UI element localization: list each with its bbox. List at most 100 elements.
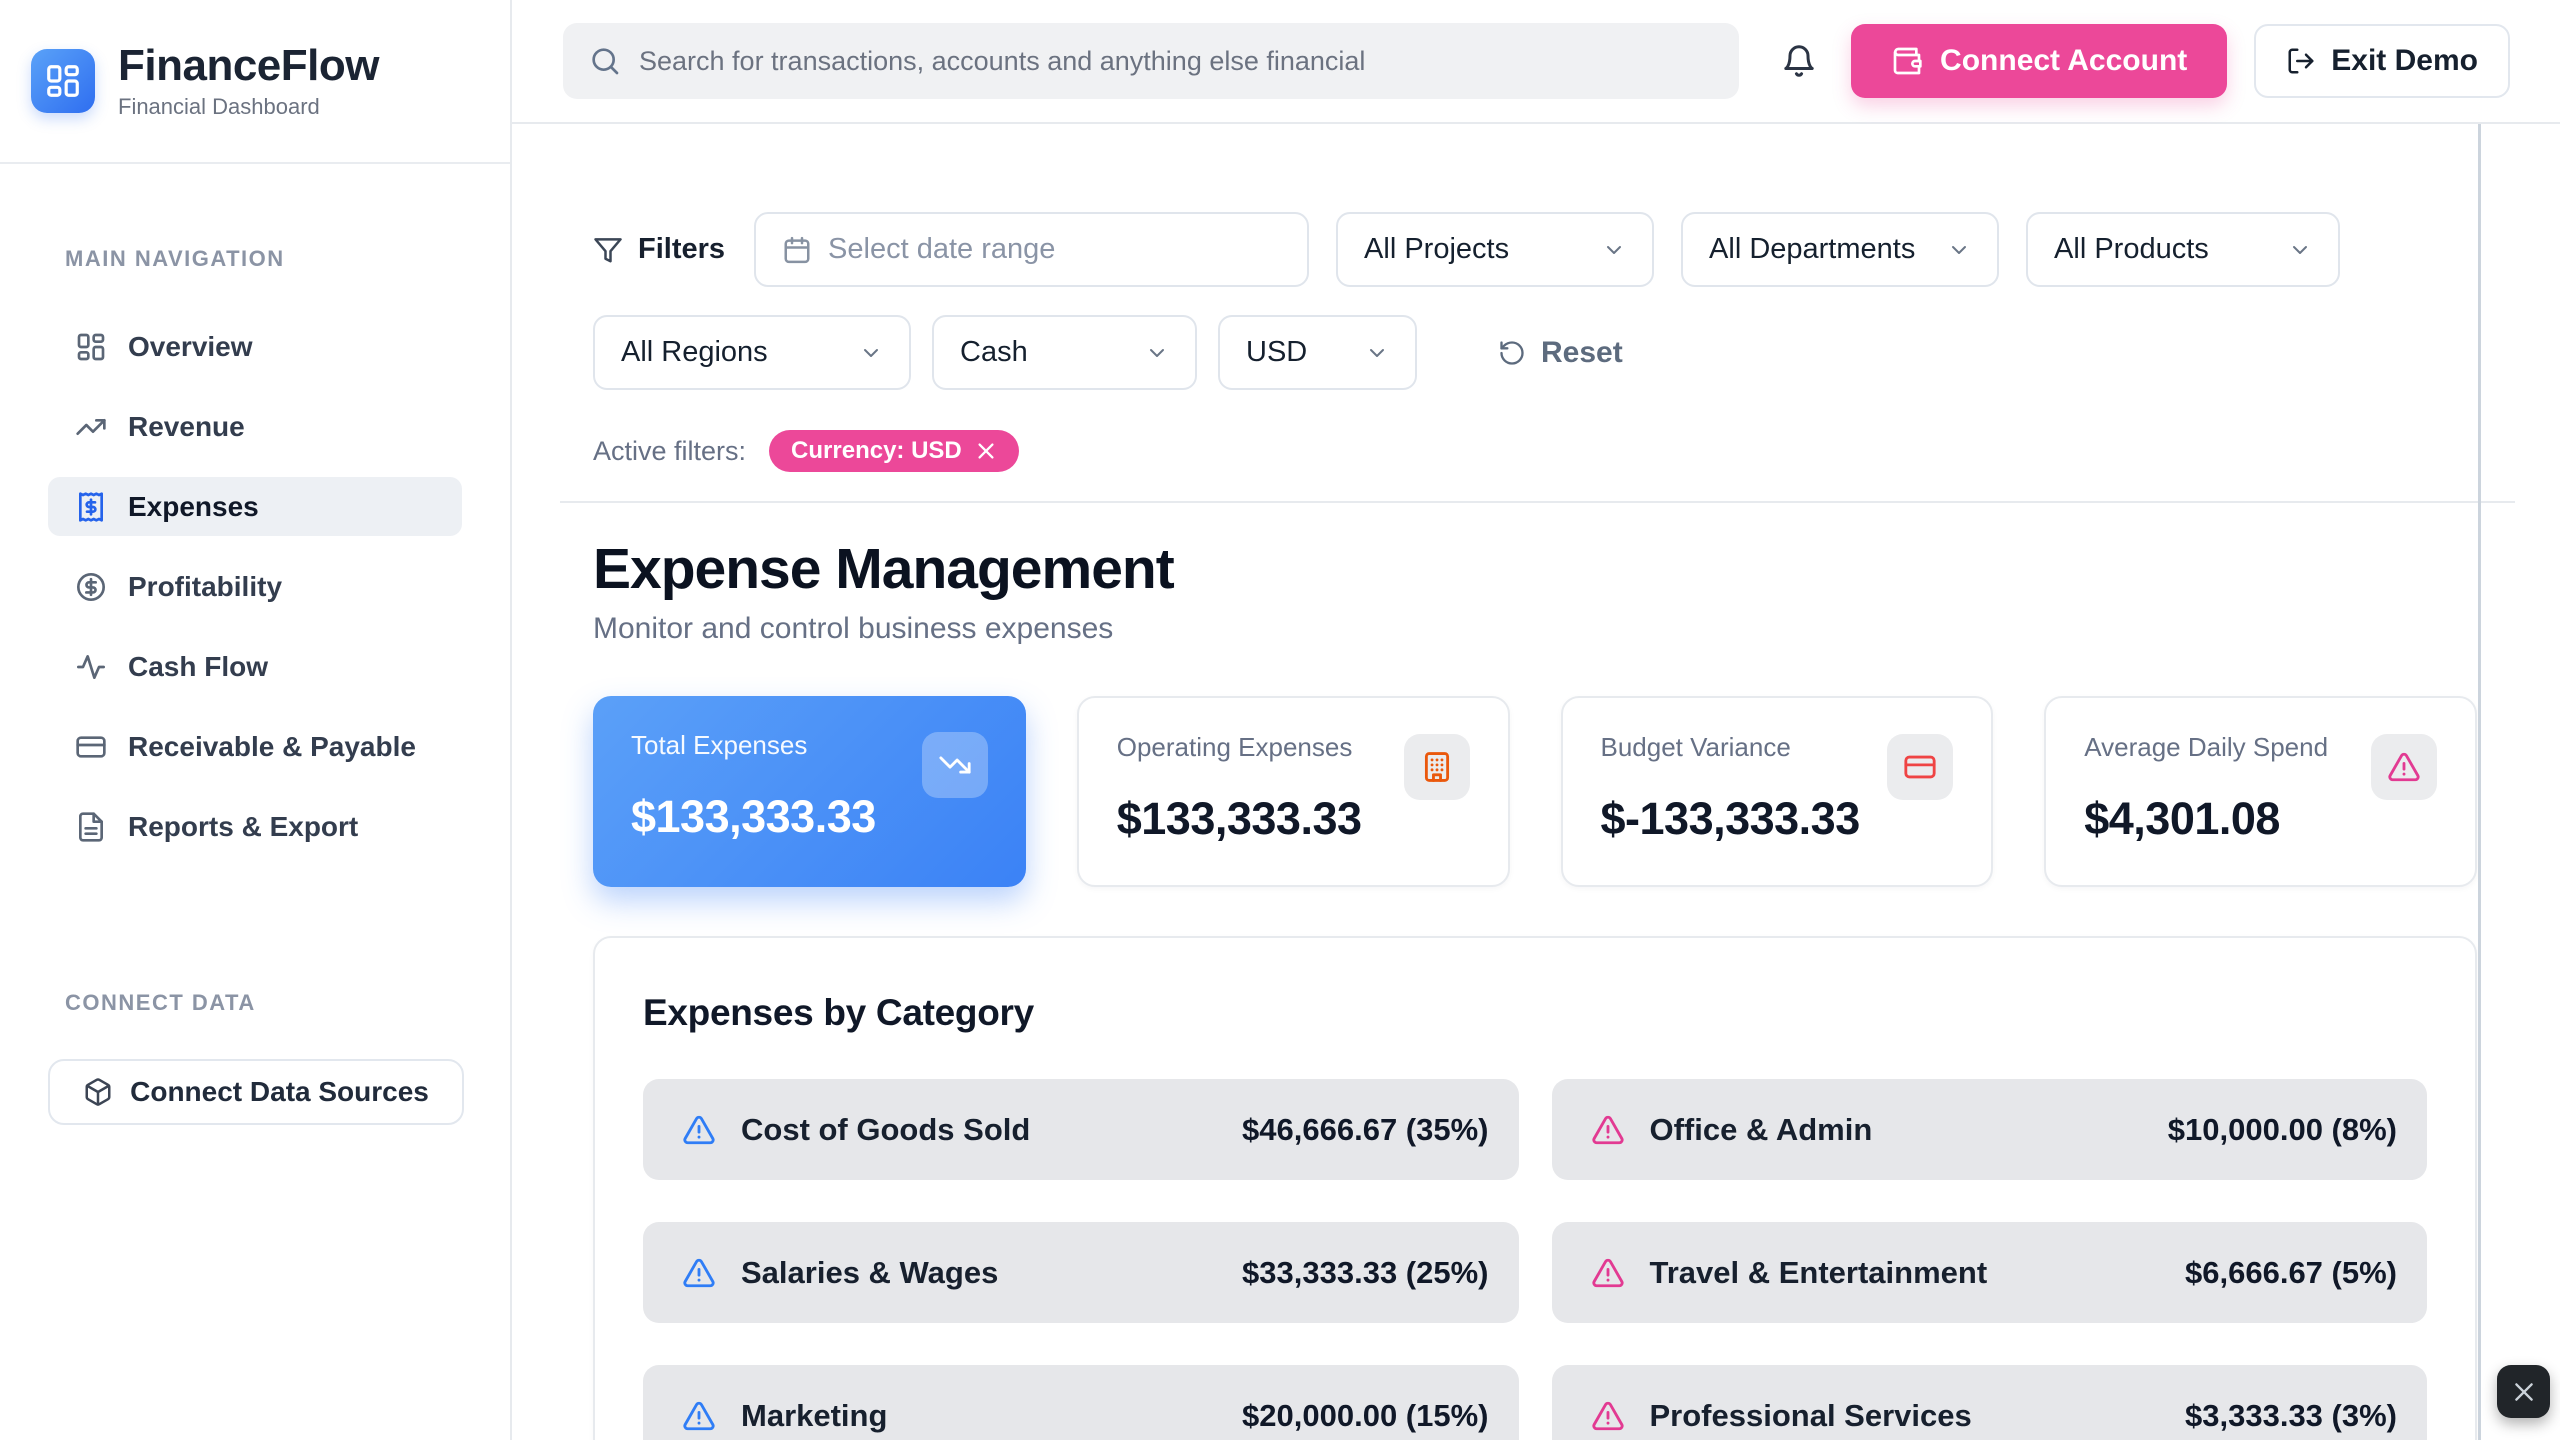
nav-section-label: MAIN NAVIGATION [65, 246, 285, 271]
category-row-salaries-wages: Salaries & Wages $33,333.33 (25%) [643, 1222, 1519, 1323]
alert-triangle-icon [2371, 734, 2437, 800]
sidebar-item-label: Revenue [128, 410, 245, 442]
stat-card-total-expenses[interactable]: Total Expenses $133,333.33 [593, 696, 1026, 887]
exit-demo-button[interactable]: Exit Demo [2254, 24, 2510, 98]
products-dropdown[interactable]: All Products [2026, 212, 2341, 287]
sidebar-item-revenue[interactable]: Revenue [48, 397, 462, 456]
date-range-input[interactable]: Select date range [754, 212, 1310, 287]
logout-icon [2286, 46, 2316, 76]
active-filters-row: Active filters: Currency: USD [593, 430, 2482, 472]
sidebar-item-label: Cash Flow [128, 650, 269, 682]
date-range-placeholder: Select date range [828, 233, 1056, 265]
alert-triangle-icon [682, 1113, 716, 1147]
departments-dropdown[interactable]: All Departments [1681, 212, 2000, 287]
sidebar-item-label: Expenses [128, 490, 259, 522]
sidebar-item-label: Reports & Export [128, 810, 359, 842]
chevron-down-icon [859, 341, 883, 365]
logo-block: FinanceFlow Financial Dashboard [0, 0, 510, 164]
category-row-travel-entertainment: Travel & Entertainment $6,666.67 (5%) [1551, 1222, 2427, 1323]
sidebar-item-overview[interactable]: Overview [48, 317, 462, 376]
filters-row-1: Filters Select date range All Projects A… [593, 212, 2482, 287]
rotate-ccw-icon [1498, 339, 1526, 367]
alert-triangle-icon [1591, 1399, 1625, 1433]
sidebar-item-label: Profitability [128, 570, 283, 602]
category-label: Travel & Entertainment [1649, 1254, 1988, 1290]
trending-up-icon [75, 411, 107, 443]
expenses-by-category-heading: Expenses by Category [643, 992, 1034, 1033]
connect-data-sources-button[interactable]: Connect Data Sources [48, 1059, 464, 1125]
chevron-down-icon [1947, 238, 1971, 262]
filters-heading: Filters [593, 233, 725, 266]
close-button[interactable] [2497, 1365, 2550, 1418]
products-value: All Products [2054, 233, 2209, 265]
reset-label: Reset [1541, 335, 1623, 369]
page-body: Expense Management Monitor and control b… [512, 536, 2560, 1440]
receipt-icon [75, 491, 107, 523]
wallet-icon [1891, 45, 1923, 77]
basis-value: Cash [960, 336, 1028, 368]
app-tagline: Financial Dashboard [118, 94, 320, 120]
expenses-by-category-panel: Expenses by Category Cost of Goods Sold … [593, 936, 2477, 1440]
filters-panel: Filters Select date range All Projects A… [560, 212, 2515, 503]
stat-card-operating-expenses[interactable]: Operating Expenses $133,333.33 [1076, 696, 1510, 887]
active-filter-chip: Currency: USD [769, 430, 1019, 472]
category-amount: $33,333.33 (25%) [1242, 1254, 1489, 1290]
stat-cards: Total Expenses $133,333.33 Operating Exp… [593, 696, 2477, 887]
reset-filters-button[interactable]: Reset [1498, 336, 1623, 370]
search-icon [589, 45, 621, 77]
sidebar-item-reports-export[interactable]: Reports & Export [48, 797, 462, 856]
chevron-down-icon [1365, 341, 1389, 365]
stat-label: Operating Expenses [1116, 732, 1353, 762]
category-grid: Cost of Goods Sold $46,666.67 (35%) Offi… [643, 1079, 2427, 1440]
projects-dropdown[interactable]: All Projects [1336, 212, 1655, 287]
category-amount: $3,333.33 (3%) [2185, 1397, 2397, 1433]
sidebar-item-label: Receivable & Payable [128, 730, 416, 762]
category-label: Marketing [741, 1397, 888, 1433]
sidebar-item-label: Overview [128, 330, 253, 362]
file-text-icon [75, 811, 107, 843]
filters-row-2: All Regions Cash USD Reset [593, 315, 2482, 390]
stat-card-budget-variance[interactable]: Budget Variance $-133,333.33 [1560, 696, 1994, 887]
projects-value: All Projects [1364, 233, 1510, 265]
search-input[interactable] [639, 45, 1713, 77]
stat-value: $133,333.33 [631, 791, 876, 842]
category-row-cost-of-goods-sold: Cost of Goods Sold $46,666.67 (35%) [643, 1079, 1519, 1180]
close-icon [2511, 1379, 2537, 1405]
dashboard-icon [75, 331, 107, 363]
regions-dropdown[interactable]: All Regions [593, 315, 911, 390]
category-amount: $46,666.67 (35%) [1242, 1111, 1489, 1147]
category-row-marketing: Marketing $20,000.00 (15%) [643, 1365, 1519, 1440]
category-label: Office & Admin [1649, 1111, 1873, 1147]
category-label: Cost of Goods Sold [741, 1111, 1031, 1147]
chevron-down-icon [2288, 238, 2312, 262]
currency-dropdown[interactable]: USD [1218, 315, 1417, 390]
page-subtitle: Monitor and control business expenses [593, 612, 1114, 645]
logo-text: FinanceFlow Financial Dashboard [118, 41, 379, 120]
notifications-button[interactable] [1781, 43, 1817, 79]
remove-filter-icon[interactable] [975, 440, 997, 462]
trending-down-icon [921, 732, 988, 798]
stat-label: Average Daily Spend [2084, 732, 2329, 762]
activity-icon [75, 651, 107, 683]
alert-triangle-icon [1591, 1113, 1625, 1147]
sidebar-item-expenses[interactable]: Expenses [48, 477, 462, 536]
active-filters-label: Active filters: [593, 435, 747, 466]
category-row-professional-services: Professional Services $3,333.33 (3%) [1551, 1365, 2427, 1440]
basis-dropdown[interactable]: Cash [932, 315, 1197, 390]
page-title: Expense Management [593, 537, 1175, 601]
top-header: Connect Account Exit Demo [512, 0, 2560, 124]
main-navigation: Overview Revenue Expenses Profitability … [0, 317, 510, 856]
currency-value: USD [1246, 336, 1308, 368]
stat-label: Total Expenses [631, 730, 808, 760]
sidebar-item-profitability[interactable]: Profitability [48, 557, 462, 616]
sidebar-item-receivable-payable[interactable]: Receivable & Payable [48, 717, 462, 776]
alert-triangle-icon [1591, 1256, 1625, 1290]
scrollbar[interactable] [2478, 124, 2481, 1440]
stat-card-average-daily-spend[interactable]: Average Daily Spend $4,301.08 [2044, 696, 2477, 887]
sidebar-item-cash-flow[interactable]: Cash Flow [48, 637, 462, 696]
box-icon [83, 1077, 113, 1107]
alert-triangle-icon [682, 1256, 716, 1290]
connect-account-button[interactable]: Connect Account [1851, 24, 2228, 98]
building-icon [1403, 734, 1470, 800]
